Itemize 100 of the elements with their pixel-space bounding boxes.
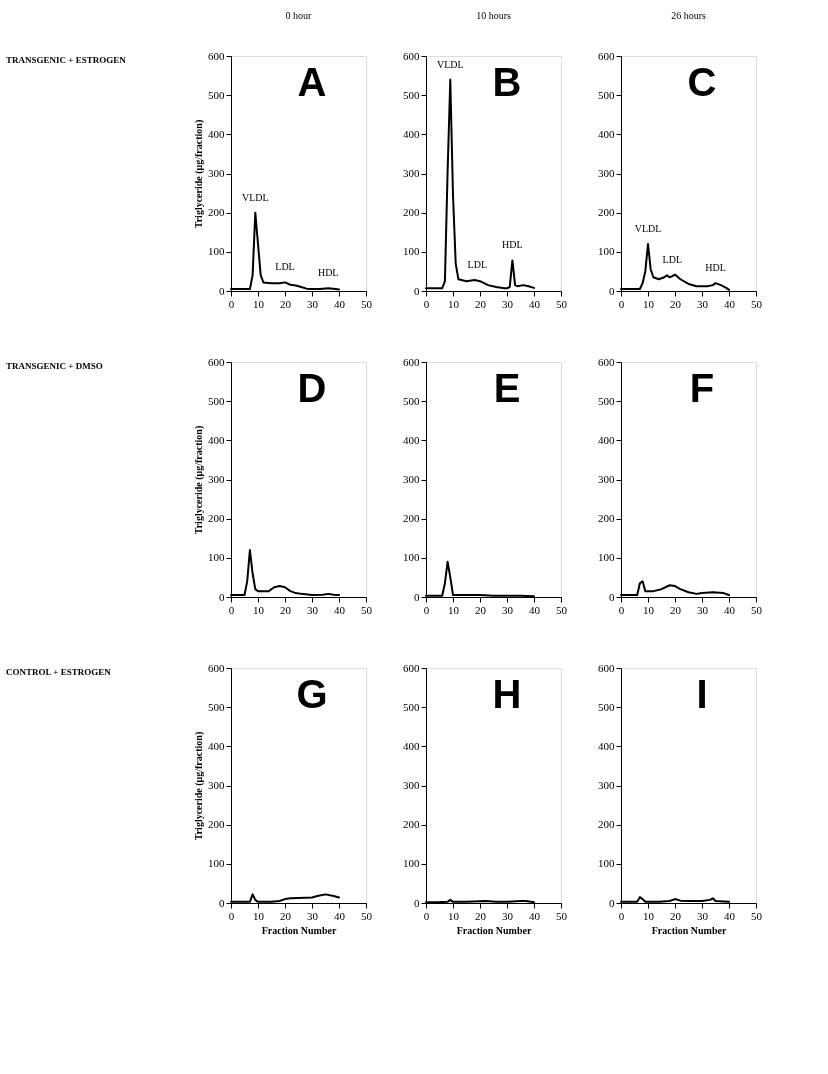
y-tick-label: 600: [403, 661, 420, 674]
x-tick-label: 20: [670, 603, 682, 616]
y-tick-label: 100: [598, 551, 615, 564]
y-tick-label: 200: [598, 818, 615, 831]
chart-title: B: [492, 60, 522, 104]
text: TRANSGENIC + DMSO: [6, 361, 103, 371]
x-tick-label: 0: [618, 603, 625, 616]
x-tick-label: 30: [697, 909, 709, 922]
text: TRANSGENIC + ESTROGEN: [6, 55, 127, 65]
annotation: HDL: [705, 262, 726, 274]
y-tick-label: 400: [403, 739, 420, 752]
y-tick-label: 100: [598, 857, 615, 870]
x-tick-label: 40: [529, 603, 541, 616]
y-tick-label: 200: [598, 206, 615, 219]
y-tick-label: 300: [598, 167, 615, 179]
y-tick-label: 200: [598, 512, 615, 525]
chart-subtitle: 0 hour: [285, 10, 313, 21]
y-axis-title: Triglyceride (μg/fraction): [193, 731, 205, 841]
x-axis-title: Fraction Number: [261, 924, 337, 936]
y-tick-label: 600: [598, 355, 615, 368]
y-tick-label: 600: [598, 661, 615, 674]
x-tick-label: 0: [423, 603, 430, 616]
chart-title: E: [493, 366, 521, 410]
x-tick-label: 10: [448, 603, 460, 616]
x-tick-label: 10: [643, 909, 655, 922]
x-tick-label: 10: [643, 603, 655, 616]
y-tick-label: 500: [598, 394, 615, 407]
y-tick-label: 400: [208, 433, 225, 446]
y-tick-label: 200: [403, 512, 420, 525]
y-tick-label: 100: [403, 245, 420, 258]
annotation: VLDL: [241, 191, 269, 203]
x-tick-label: 40: [724, 909, 736, 922]
y-tick-label: 400: [403, 433, 420, 446]
chart-subtitle: 26 hours: [671, 10, 706, 21]
y-tick-label: 100: [208, 551, 225, 564]
y-tick-label: 0: [609, 896, 615, 909]
y-tick-label: 600: [208, 661, 225, 674]
y-tick-label: 600: [403, 355, 420, 368]
x-axis-title: Fraction Number: [651, 924, 727, 936]
chart-title: D: [297, 366, 327, 410]
x-tick-label: 10: [253, 297, 265, 310]
x-tick-label: 50: [361, 909, 373, 922]
y-tick-label: 400: [598, 127, 615, 140]
y-tick-label: 0: [219, 590, 225, 603]
y-tick-label: 100: [403, 551, 420, 564]
x-tick-label: 40: [529, 909, 541, 922]
annotation: VLDL: [436, 58, 464, 70]
y-tick-label: 500: [208, 88, 225, 101]
x-tick-label: 30: [502, 909, 514, 922]
chart-title: F: [689, 366, 715, 410]
y-tick-label: 500: [403, 700, 420, 713]
y-tick-label: 200: [208, 512, 225, 525]
x-tick-label: 0: [423, 297, 430, 310]
annotation: HDL: [317, 267, 339, 279]
x-tick-label: 50: [361, 603, 373, 616]
x-tick-label: 0: [618, 297, 625, 310]
y-tick-label: 300: [598, 473, 615, 485]
y-tick-label: 0: [219, 284, 225, 297]
x-tick-label: 30: [307, 603, 319, 616]
x-tick-label: 40: [334, 297, 346, 310]
y-tick-label: 100: [208, 245, 225, 258]
x-tick-label: 20: [475, 297, 487, 310]
x-tick-label: 50: [556, 297, 568, 310]
annotation: LDL: [662, 253, 683, 265]
x-tick-label: 40: [724, 603, 736, 616]
y-tick-label: 0: [414, 896, 420, 909]
x-tick-label: 30: [502, 603, 514, 616]
y-tick-label: 100: [598, 245, 615, 258]
x-tick-label: 20: [670, 297, 682, 310]
x-tick-label: 10: [448, 297, 460, 310]
annotation: VLDL: [634, 223, 662, 234]
y-tick-label: 500: [598, 700, 615, 713]
y-tick-label: 600: [208, 355, 225, 368]
y-tick-label: 0: [414, 590, 420, 603]
y-tick-label: 500: [208, 700, 225, 713]
chart-title: I: [696, 672, 708, 716]
x-tick-label: 40: [529, 297, 541, 310]
y-tick-label: 300: [208, 167, 225, 179]
x-tick-label: 40: [724, 297, 736, 310]
x-tick-label: 0: [228, 297, 235, 310]
x-tick-label: 20: [670, 909, 682, 922]
x-tick-label: 0: [228, 909, 235, 922]
x-tick-label: 30: [307, 909, 319, 922]
x-tick-label: 30: [307, 297, 319, 310]
y-tick-label: 200: [208, 818, 225, 831]
x-tick-label: 50: [556, 603, 568, 616]
y-tick-label: 300: [208, 473, 225, 485]
y-tick-label: 100: [208, 857, 225, 870]
y-tick-label: 500: [403, 394, 420, 407]
y-tick-label: 600: [598, 49, 615, 62]
y-tick-label: 300: [403, 779, 420, 791]
chart-subtitle: 10 hours: [476, 10, 511, 21]
chart-title: G: [296, 672, 328, 716]
x-tick-label: 30: [697, 603, 709, 616]
y-tick-label: 300: [598, 779, 615, 791]
x-tick-label: 40: [334, 909, 346, 922]
y-tick-label: 0: [609, 284, 615, 297]
y-axis-title: Triglyceride (μg/fraction): [193, 119, 205, 229]
y-tick-label: 200: [403, 206, 420, 219]
x-tick-label: 30: [502, 297, 514, 310]
